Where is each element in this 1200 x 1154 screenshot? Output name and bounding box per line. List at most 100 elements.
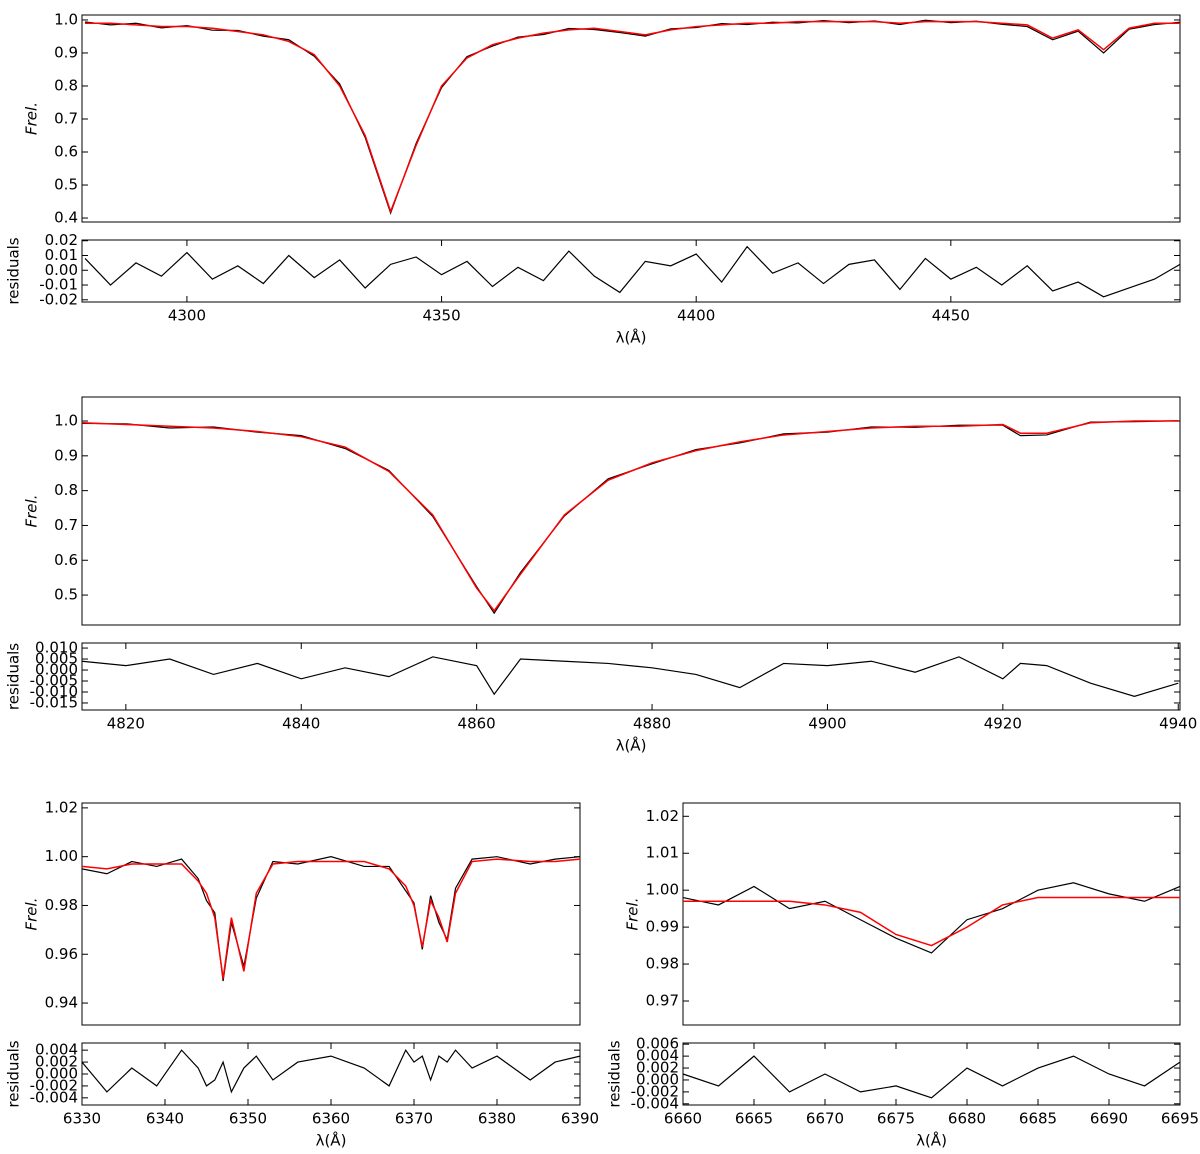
y-tick-label: 0.4: [54, 209, 78, 227]
series-line: [84, 245, 1181, 298]
y-tick-label: 0.00: [45, 261, 78, 279]
x-tick-label: 6675: [877, 1110, 915, 1128]
x-tick-label: 6380: [478, 1110, 516, 1128]
y-tick-label: 0.002: [636, 1059, 679, 1077]
plot-frame: [81, 642, 1181, 711]
x-tick-label: 6370: [395, 1110, 433, 1128]
y-tick-label: 0.5: [54, 176, 78, 194]
x-axis-label: λ(Å): [916, 1131, 947, 1150]
y-tick-label: 0.94: [45, 994, 78, 1012]
plot-frame: [81, 14, 1181, 223]
y-tick-label: 0.000: [35, 1065, 78, 1083]
series-line: [81, 420, 1179, 615]
x-tick-label: 6350: [229, 1110, 267, 1128]
y-tick-label: 0.6: [54, 143, 78, 161]
y-tick-label: 0.000: [35, 661, 78, 679]
y-tick-label: 1.02: [45, 798, 78, 816]
x-tick-label: 6670: [806, 1110, 844, 1128]
x-tick-label: 4840: [282, 715, 320, 733]
y-tick-label: 0.6: [54, 551, 78, 569]
series-line: [81, 858, 581, 979]
y-tick-label: 0.004: [35, 1041, 78, 1059]
y-tick-label: -0.004: [631, 1094, 679, 1112]
y-tick-label: 0.010: [35, 639, 78, 657]
y-tick-label: 0.8: [54, 481, 78, 499]
plot-frame: [81, 802, 581, 1026]
y-tick-label: 0.004: [636, 1047, 679, 1065]
series-line: [81, 420, 1179, 612]
y-axis-label: Frel.: [23, 495, 41, 528]
y-axis-label: residuals: [5, 643, 23, 710]
x-axis-label: λ(Å): [316, 1131, 347, 1150]
y-tick-label: 0.99: [646, 918, 679, 936]
plot-frame: [81, 396, 1181, 626]
x-tick-label: 6390: [561, 1110, 599, 1128]
y-tick-label: -0.010: [30, 682, 78, 700]
x-tick-label: 4350: [422, 307, 460, 325]
y-tick-label: 1.0: [54, 412, 78, 430]
x-tick-label: 6690: [1090, 1110, 1128, 1128]
y-axis-label: Frel.: [624, 898, 642, 931]
x-tick-label: 4300: [168, 307, 206, 325]
y-tick-label: 0.97: [646, 991, 679, 1009]
x-tick-label: 6665: [735, 1110, 773, 1128]
plot-frame: [81, 1042, 581, 1106]
y-tick-label: 1.00: [646, 881, 679, 899]
y-axis-label: Frel.: [23, 102, 41, 135]
series-line: [84, 19, 1181, 215]
x-tick-label: 4820: [107, 715, 145, 733]
x-tick-label: 4940: [1159, 715, 1197, 733]
y-axis-label: residuals: [5, 237, 23, 304]
series-line: [81, 1048, 581, 1094]
y-tick-label: 0.002: [35, 1053, 78, 1071]
y-tick-label: 0.7: [54, 516, 78, 534]
y-tick-label: -0.002: [631, 1082, 679, 1100]
y-tick-label: -0.005: [30, 672, 78, 690]
y-tick-label: 0.005: [35, 650, 78, 668]
y-tick-label: 0.9: [54, 446, 78, 464]
x-tick-label: 4450: [932, 307, 970, 325]
y-tick-label: 0.98: [646, 955, 679, 973]
y-tick-label: 0.02: [45, 231, 78, 249]
plot-frame: [682, 1042, 1181, 1106]
x-tick-label: 6695: [1161, 1110, 1199, 1128]
y-tick-label: 1.00: [45, 847, 78, 865]
series-line: [85, 20, 1180, 214]
x-tick-label: 4920: [984, 715, 1022, 733]
x-axis-label: λ(Å): [616, 328, 647, 347]
y-axis-label: Frel.: [23, 898, 41, 931]
series-line: [682, 1055, 1181, 1099]
y-tick-label: -0.002: [30, 1076, 78, 1094]
x-tick-label: 4880: [633, 715, 671, 733]
series-line: [81, 856, 581, 982]
x-tick-label: 4900: [808, 715, 846, 733]
y-tick-label: 0.96: [45, 945, 78, 963]
y-tick-label: -0.015: [30, 693, 78, 711]
y-tick-label: -0.004: [30, 1088, 78, 1106]
y-tick-label: 0.006: [636, 1035, 679, 1053]
y-tick-label: 0.9: [54, 43, 78, 61]
y-tick-label: 1.0: [54, 10, 78, 28]
x-tick-label: 6680: [948, 1110, 986, 1128]
x-tick-label: 4400: [677, 307, 715, 325]
y-tick-label: -0.02: [39, 290, 78, 308]
series-line: [683, 896, 1180, 947]
y-tick-label: 1.02: [646, 807, 679, 825]
y-tick-label: 0.98: [45, 896, 78, 914]
y-tick-label: 1.01: [646, 844, 679, 862]
y-tick-label: 0.5: [54, 586, 78, 604]
y-axis-label: residuals: [606, 1040, 624, 1107]
plot-frame: [682, 802, 1181, 1026]
series-line: [81, 656, 1179, 698]
x-axis-label: λ(Å): [616, 736, 647, 755]
x-tick-label: 6685: [1019, 1110, 1057, 1128]
y-tick-label: 0.7: [54, 109, 78, 127]
y-tick-label: 0.01: [45, 246, 78, 264]
y-tick-label: 0.8: [54, 76, 78, 94]
plot-frame: [81, 239, 1181, 303]
y-tick-label: 0.000: [636, 1070, 679, 1088]
y-tick-label: -0.01: [39, 276, 78, 294]
y-axis-label: residuals: [5, 1040, 23, 1107]
x-tick-label: 6360: [312, 1110, 350, 1128]
